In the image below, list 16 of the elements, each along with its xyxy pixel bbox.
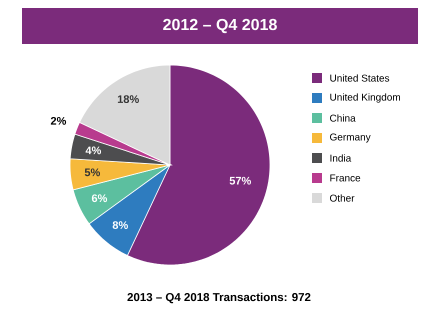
legend-label: United States bbox=[330, 74, 390, 82]
legend-label: India bbox=[330, 154, 352, 162]
legend-label: Germany bbox=[330, 133, 371, 143]
chart-title: 2012 – Q4 2018 bbox=[163, 18, 277, 34]
legend-label: Other bbox=[330, 194, 354, 202]
data-label: 6% bbox=[92, 194, 108, 202]
data-label: 8% bbox=[112, 221, 128, 229]
data-label: 5% bbox=[84, 168, 100, 176]
data-label: 18% bbox=[118, 95, 139, 104]
legend-label: China bbox=[330, 114, 356, 122]
text: 2013 – Q4 2018 Transactions: 972 bbox=[127, 292, 310, 304]
data-label: 4% bbox=[86, 146, 102, 154]
data-label: 2% bbox=[50, 116, 66, 125]
legend-label: France bbox=[330, 174, 360, 182]
data-label: 57% bbox=[230, 176, 251, 185]
legend-label: United Kingdom bbox=[330, 93, 400, 103]
